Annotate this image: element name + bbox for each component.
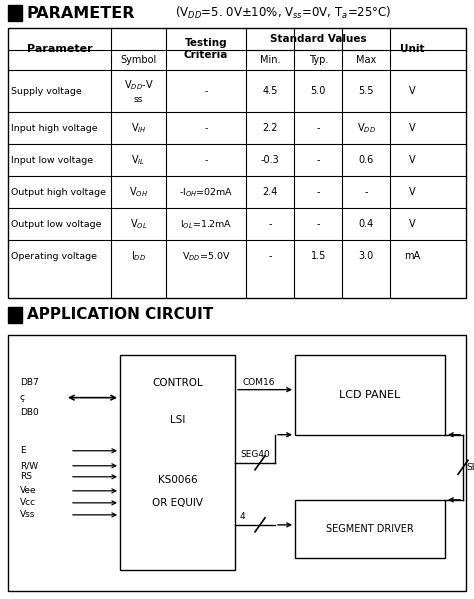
Bar	[120, 355, 235, 570]
Text: DB7: DB7	[20, 378, 39, 387]
Text: RS: RS	[20, 472, 32, 481]
Text: PARAMETER: PARAMETER	[27, 5, 136, 20]
Text: V$_{DD}$: V$_{DD}$	[357, 122, 376, 135]
Text: -: -	[268, 219, 272, 229]
Text: Supply voltage: Supply voltage	[11, 87, 82, 96]
Text: Parameter: Parameter	[27, 44, 92, 54]
Text: -: -	[204, 156, 208, 165]
Text: Testing
Criteria: Testing Criteria	[184, 38, 228, 60]
Text: 1.5: 1.5	[310, 252, 326, 261]
Bar	[295, 355, 445, 435]
Text: -0.3: -0.3	[261, 155, 280, 165]
Text: 0.4: 0.4	[359, 219, 374, 229]
Text: ç: ç	[20, 393, 25, 402]
Text: V$_{IL}$: V$_{IL}$	[131, 153, 146, 167]
Text: LSI: LSI	[170, 415, 185, 425]
Text: (V$_{DD}$=5. 0V$\pm$10%, V$_{ss}$=0V, T$_a$=25°C): (V$_{DD}$=5. 0V$\pm$10%, V$_{ss}$=0V, T$…	[175, 5, 392, 21]
Text: OR EQUIV: OR EQUIV	[152, 498, 203, 508]
Text: V: V	[409, 187, 416, 197]
Text: SEG40: SEG40	[240, 450, 270, 459]
Text: ss: ss	[134, 95, 143, 104]
Text: Unit: Unit	[400, 44, 424, 54]
Text: 2.4: 2.4	[263, 187, 278, 197]
Text: V: V	[409, 86, 416, 96]
Text: -: -	[204, 87, 208, 96]
Text: R/W: R/W	[20, 461, 38, 470]
Text: -: -	[317, 155, 320, 165]
Text: Vee: Vee	[20, 486, 36, 495]
Text: Input low voltage: Input low voltage	[11, 156, 93, 165]
Bar	[8, 5, 22, 21]
Bar	[295, 500, 445, 558]
Text: 4.5: 4.5	[263, 86, 278, 96]
Text: V: V	[409, 123, 416, 133]
Text: 0.6: 0.6	[359, 155, 374, 165]
Text: V$_{OL}$: V$_{OL}$	[130, 217, 147, 231]
Text: -: -	[317, 219, 320, 229]
Text: E: E	[20, 446, 26, 455]
Text: SEGMENT DRIVER: SEGMENT DRIVER	[326, 524, 414, 534]
Text: I$_{DD}$: I$_{DD}$	[131, 250, 146, 264]
Text: -: -	[317, 187, 320, 197]
Text: DB0: DB0	[20, 408, 39, 417]
Text: mA: mA	[404, 252, 420, 261]
Text: Vss: Vss	[20, 510, 36, 519]
Text: Input high voltage: Input high voltage	[11, 124, 98, 133]
Text: V$_{IH}$: V$_{IH}$	[131, 122, 146, 135]
Text: 2.2: 2.2	[263, 123, 278, 133]
Text: KS0066: KS0066	[158, 475, 197, 485]
Text: -: -	[365, 187, 368, 197]
Text: COM16: COM16	[243, 378, 275, 387]
Text: SEG40: SEG40	[466, 463, 474, 472]
Text: Typ.: Typ.	[309, 55, 328, 65]
Text: 3.0: 3.0	[359, 252, 374, 261]
Text: 5.0: 5.0	[310, 86, 326, 96]
Text: Operating voltage: Operating voltage	[11, 252, 97, 261]
Text: Vcc: Vcc	[20, 498, 36, 507]
Text: V: V	[409, 155, 416, 165]
Text: V$_{DD}$-V: V$_{DD}$-V	[124, 78, 154, 92]
Text: Symbol: Symbol	[120, 55, 156, 65]
Text: -I$_{OH}$=02mA: -I$_{OH}$=02mA	[179, 186, 233, 198]
Text: -: -	[317, 123, 320, 133]
Text: CONTROL: CONTROL	[152, 377, 203, 388]
Text: -: -	[204, 124, 208, 133]
Text: V: V	[409, 219, 416, 229]
Bar	[8, 307, 22, 322]
Text: Max: Max	[356, 55, 376, 65]
Bar	[8, 335, 466, 591]
Text: Output high voltage: Output high voltage	[11, 188, 106, 197]
Text: 5.5: 5.5	[359, 86, 374, 96]
Text: 4: 4	[240, 512, 246, 521]
Text: Output low voltage: Output low voltage	[11, 220, 101, 229]
Bar	[8, 28, 466, 298]
Text: I$_{OL}$=1.2mA: I$_{OL}$=1.2mA	[180, 218, 232, 231]
Text: APPLICATION CIRCUIT: APPLICATION CIRCUIT	[27, 307, 213, 322]
Text: -: -	[268, 252, 272, 261]
Text: V$_{OH}$: V$_{OH}$	[129, 186, 148, 199]
Text: LCD PANEL: LCD PANEL	[339, 390, 401, 400]
Text: Min.: Min.	[260, 55, 281, 65]
Text: V$_{DD}$=5.0V: V$_{DD}$=5.0V	[182, 250, 230, 263]
Text: Standard Values: Standard Values	[270, 34, 366, 44]
